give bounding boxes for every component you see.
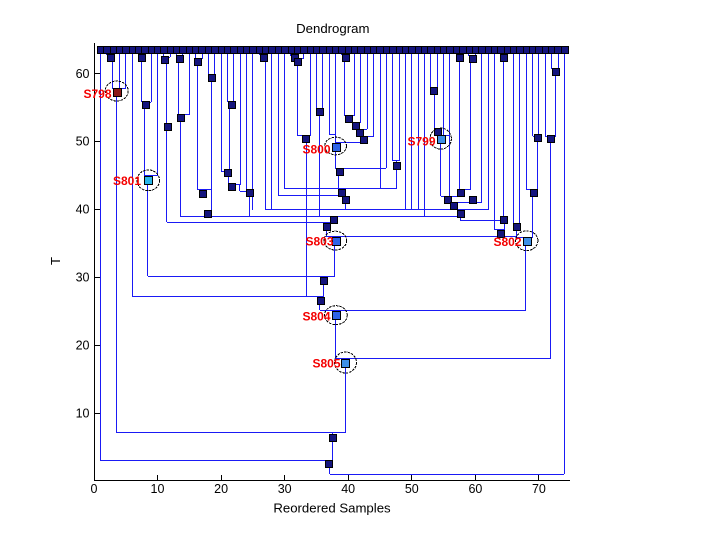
svg-text:0: 0: [91, 482, 98, 496]
svg-text:50: 50: [405, 482, 419, 496]
svg-text:60: 60: [76, 67, 90, 81]
svg-text:S805: S805: [312, 357, 340, 371]
svg-text:S802: S802: [493, 235, 521, 249]
svg-text:S803: S803: [305, 235, 333, 249]
svg-text:S800: S800: [302, 142, 330, 156]
svg-text:S799: S799: [407, 135, 435, 149]
svg-text:S801: S801: [113, 174, 141, 188]
svg-text:Reordered Samples: Reordered Samples: [273, 501, 391, 516]
svg-text:10: 10: [151, 482, 165, 496]
svg-text:S798: S798: [83, 87, 111, 101]
svg-text:10: 10: [76, 407, 90, 421]
svg-text:30: 30: [278, 482, 292, 496]
svg-text:T: T: [48, 257, 63, 265]
svg-text:70: 70: [532, 482, 546, 496]
svg-text:40: 40: [341, 482, 355, 496]
svg-text:30: 30: [76, 271, 90, 285]
svg-text:60: 60: [468, 482, 482, 496]
svg-text:20: 20: [76, 339, 90, 353]
svg-text:Dendrogram: Dendrogram: [296, 21, 369, 36]
svg-text:20: 20: [214, 482, 228, 496]
svg-text:S804: S804: [302, 310, 330, 324]
svg-text:50: 50: [76, 135, 90, 149]
svg-text:40: 40: [76, 203, 90, 217]
